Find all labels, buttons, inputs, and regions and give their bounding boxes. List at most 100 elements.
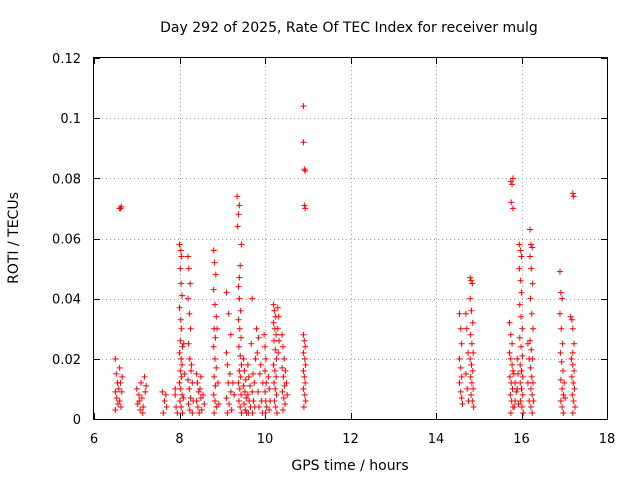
data-point [235, 397, 242, 404]
data-point [210, 391, 217, 398]
data-point [211, 259, 218, 266]
data-point [255, 334, 262, 341]
data-point [256, 370, 263, 377]
data-point [238, 391, 245, 398]
data-point [177, 265, 184, 272]
data-point [528, 373, 535, 380]
data-point [235, 211, 242, 218]
data-point [229, 379, 236, 386]
y-tick-label: 0.12 [52, 52, 81, 67]
data-point [514, 385, 521, 392]
data-point [115, 385, 122, 392]
data-point [235, 343, 242, 350]
data-point [117, 205, 124, 212]
data-point [176, 397, 183, 404]
data-point [517, 247, 524, 254]
data-point [134, 400, 141, 407]
data-point [271, 307, 278, 314]
data-point [570, 193, 577, 200]
data-point [557, 349, 564, 356]
data-point [300, 331, 307, 338]
data-point [241, 400, 248, 407]
data-point [516, 241, 523, 248]
data-point [178, 403, 185, 410]
data-point [211, 409, 218, 416]
data-point [173, 403, 180, 410]
data-point [188, 367, 195, 374]
data-point [250, 397, 257, 404]
data-point [257, 361, 264, 368]
data-point [276, 337, 283, 344]
data-point [300, 385, 307, 392]
data-point [177, 385, 184, 392]
data-point [210, 286, 217, 293]
data-point [556, 268, 563, 275]
data-point [223, 289, 230, 296]
data-point [262, 367, 268, 374]
data-point [179, 409, 186, 416]
data-point [253, 325, 260, 332]
data-point [179, 391, 186, 398]
data-point [112, 388, 119, 395]
data-point [518, 253, 525, 260]
data-point [227, 331, 234, 338]
data-point [468, 340, 475, 347]
data-point [279, 388, 286, 395]
chart-title: Day 292 of 2025, Rate Of TEC Index for r… [160, 20, 538, 36]
data-point [512, 379, 519, 386]
data-point [279, 364, 286, 371]
data-point [213, 364, 220, 371]
data-point [571, 403, 578, 410]
y-tick-label: 0.06 [52, 233, 81, 248]
data-point [527, 403, 534, 410]
data-point [279, 406, 286, 413]
data-point [265, 373, 272, 380]
data-point [464, 385, 471, 392]
data-point [256, 403, 263, 410]
data-point [186, 355, 193, 362]
data-point [569, 190, 576, 197]
data-point [270, 319, 277, 326]
y-axis-label: ROTI / TECUs [6, 192, 22, 284]
data-point [279, 331, 286, 338]
data-point [569, 325, 576, 332]
data-point [231, 391, 238, 398]
data-point [240, 382, 247, 389]
data-point [279, 343, 286, 350]
data-point [226, 400, 233, 407]
data-point [262, 355, 269, 362]
data-point [249, 409, 256, 416]
data-point [282, 400, 289, 407]
data-point [237, 307, 244, 314]
data-point [197, 373, 204, 380]
data-point [556, 310, 563, 317]
data-point [569, 391, 576, 398]
data-point [212, 271, 219, 278]
y-tick-label: 0.1 [60, 112, 81, 127]
data-point [527, 253, 534, 260]
data-point [189, 379, 196, 386]
data-point [569, 361, 576, 368]
data-point [467, 274, 474, 281]
data-point [512, 397, 519, 404]
data-point [507, 178, 514, 185]
data-point [236, 202, 243, 209]
data-point [526, 355, 533, 362]
data-point [458, 373, 465, 380]
data-point [470, 349, 477, 356]
data-point [180, 394, 187, 401]
data-point [506, 373, 513, 380]
data-point [270, 337, 277, 344]
data-point [559, 403, 566, 410]
data-point [116, 364, 123, 371]
data-point [197, 385, 204, 392]
data-point [254, 349, 261, 356]
data-point [141, 373, 148, 380]
data-point [262, 409, 269, 416]
data-point [516, 265, 523, 272]
data-point [237, 403, 244, 410]
data-point [136, 397, 143, 404]
data-point [301, 166, 308, 173]
data-point [568, 355, 575, 362]
data-point [509, 205, 516, 212]
